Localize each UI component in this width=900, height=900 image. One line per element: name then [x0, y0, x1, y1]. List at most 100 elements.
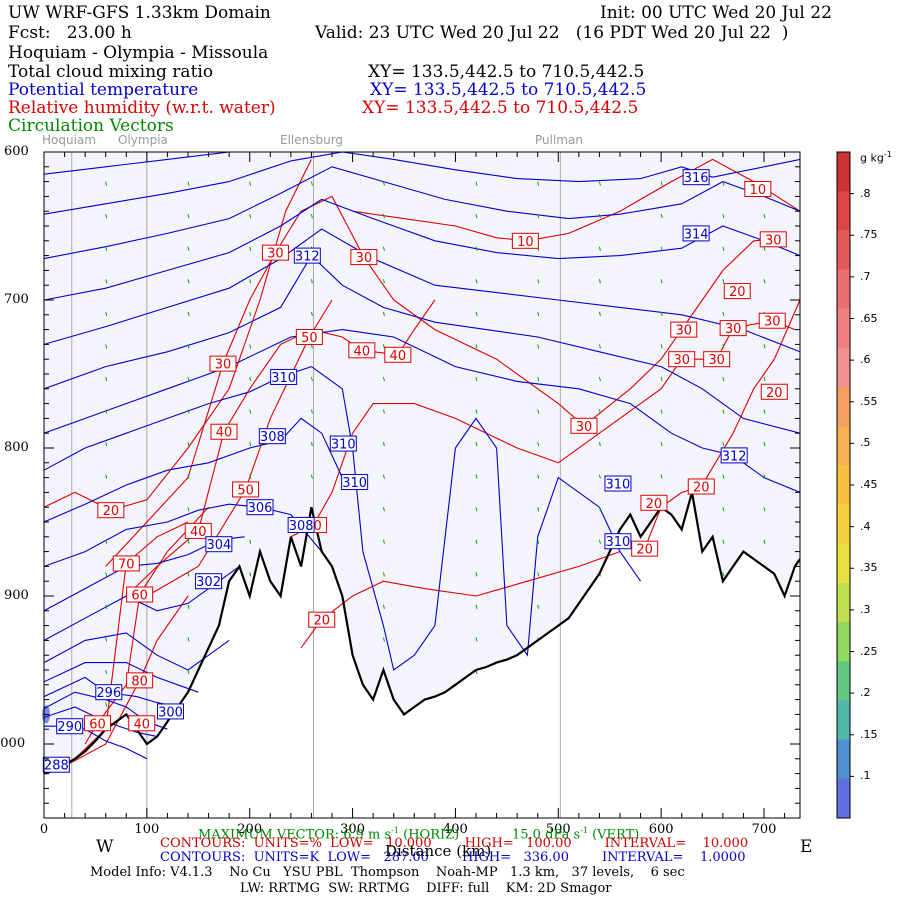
circulation-vector: [660, 246, 663, 251]
colorbar-segment: [837, 426, 850, 466]
theta-label: 288: [42, 756, 70, 774]
circulation-vector: [187, 669, 190, 675]
circulation-vector: [537, 572, 540, 577]
circulation-vector: [187, 441, 190, 447]
circulation-vector: [187, 507, 190, 512]
field-cloud-xy: XY= 133.5,442.5 to 710.5,442.5: [368, 62, 645, 82]
svg-text:20: 20: [693, 480, 710, 495]
circulation-vector: [187, 474, 190, 479]
circulation-vector: [722, 181, 725, 186]
svg-text:310: 310: [331, 438, 356, 453]
svg-text:20: 20: [729, 285, 746, 300]
circulation-vector: [249, 246, 252, 251]
circulation-vector: [187, 246, 190, 251]
circulation-vector: [763, 409, 766, 414]
theta-contour-315: [44, 166, 800, 260]
field-cloud-mixing: Total cloud mixing ratio: [8, 62, 214, 82]
colorbar-label: .6: [860, 353, 871, 367]
theta-label: 296: [95, 684, 123, 701]
atmosphere-shading: [44, 152, 800, 774]
theta-label: 302: [195, 573, 223, 590]
circulation-vector: [105, 246, 108, 251]
svg-text:308: 308: [289, 519, 314, 534]
colorbar-segment: [837, 308, 850, 349]
circulation-vector: [249, 376, 252, 382]
circulation-vector: [475, 507, 478, 512]
rh-label: 20: [723, 283, 751, 300]
circulation-vector: [310, 441, 313, 447]
theta-label: 310: [604, 533, 632, 550]
svg-text:312: 312: [722, 449, 747, 464]
circulation-vector: [598, 311, 601, 316]
circulation-vector: [310, 409, 313, 414]
rh-label: 10: [511, 232, 539, 250]
x-tick-label: 200: [237, 822, 263, 837]
colorbar-label: .7: [860, 269, 871, 283]
colorbar-label: .65: [860, 311, 878, 325]
circulation-vector: [660, 441, 663, 447]
circulation-vector: [598, 344, 601, 349]
circulation-vector: [722, 507, 725, 512]
rh-label: 60: [83, 715, 111, 732]
circulation-vector: [537, 604, 540, 610]
circulation-vector: [598, 279, 601, 284]
svg-text:40: 40: [216, 426, 233, 441]
circulation-vector: [537, 344, 540, 349]
circulation-vector: [722, 474, 725, 479]
colorbar-segment: [837, 778, 850, 819]
circulation-vector: [382, 279, 385, 284]
svg-text:310: 310: [606, 535, 631, 550]
svg-text:30: 30: [576, 420, 593, 435]
theta-label: 308: [287, 516, 315, 534]
theta-label: 310: [341, 474, 369, 491]
colorbar-label: .35: [860, 561, 878, 575]
colorbar-label: .55: [860, 394, 878, 408]
circulation-vector: [660, 181, 663, 186]
x-tick-label: 400: [443, 822, 468, 837]
circulation-vector: [475, 311, 478, 316]
rh-label: 20: [97, 502, 125, 519]
circulation-vector: [475, 246, 478, 251]
theta-label: 310: [604, 475, 632, 493]
rh-label: 30: [668, 351, 696, 368]
circulation-vector: [382, 311, 385, 316]
svg-text:40: 40: [133, 717, 150, 732]
model-info: Model Info: V4.1.3 No Cu YSU PBL Thompso…: [90, 865, 685, 880]
svg-text:30: 30: [725, 322, 742, 337]
circulation-vector: [105, 637, 108, 642]
circulation-vector: [249, 409, 252, 414]
circulation-vector: [475, 604, 478, 610]
theta-label: 310: [329, 435, 357, 453]
circulation-vector: [382, 604, 385, 610]
init-time: Init: 00 UTC Wed 20 Jul 22: [600, 3, 832, 23]
circulation-vector: [763, 474, 766, 479]
field-circulation-vectors: Circulation Vectors: [8, 116, 174, 136]
svg-text:316: 316: [684, 171, 709, 186]
circulation-vector: [475, 409, 478, 414]
circulation-vector: [105, 474, 108, 479]
svg-text:20: 20: [313, 614, 330, 629]
circulation-vector: [105, 604, 108, 610]
circulation-vector: [105, 572, 108, 577]
circulation-vector: [187, 604, 190, 610]
theta-contour-308: [44, 417, 343, 523]
circulation-vector: [598, 441, 601, 447]
circulation-vector: [187, 181, 190, 186]
circulation-vector: [763, 507, 766, 512]
svg-text:300: 300: [158, 705, 183, 720]
svg-text:304: 304: [206, 538, 231, 553]
colorbar-segment: [837, 543, 850, 584]
circulation-vector: [475, 279, 478, 284]
svg-text:30: 30: [215, 358, 232, 373]
circulation-vector: [660, 214, 663, 219]
svg-text:20: 20: [103, 504, 120, 519]
svg-text:60: 60: [89, 717, 106, 732]
svg-text:50: 50: [301, 331, 318, 346]
theta-contour-298: [44, 662, 199, 693]
rh-label: 60: [126, 586, 154, 604]
svg-text:30: 30: [675, 324, 692, 339]
circulation-vector: [310, 474, 313, 479]
circulation-vector: [537, 441, 540, 447]
model-title: UW WRF-GFS 1.33km Domain: [8, 3, 271, 23]
svg-text:30: 30: [765, 233, 782, 248]
